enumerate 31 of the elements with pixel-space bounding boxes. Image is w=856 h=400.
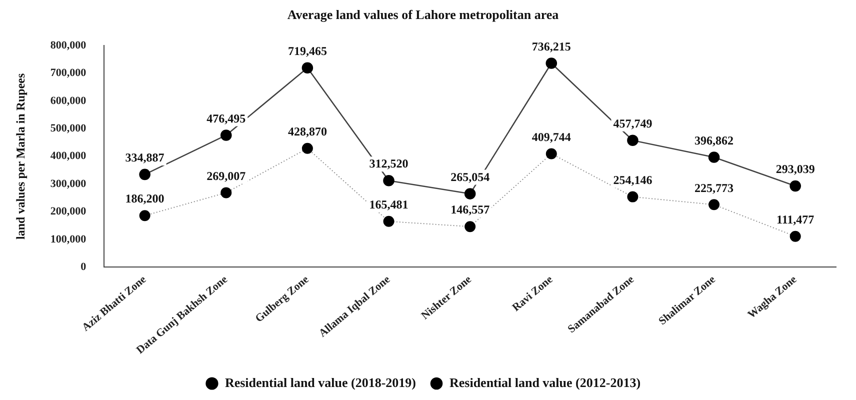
y-tick-label: 200,000 [50,206,87,218]
data-label: 457,749 [613,116,652,131]
data-label: 476,495 [206,111,246,126]
data-label: 409,744 [532,130,571,144]
y-tick-label: 300,000 [50,178,87,190]
y-tick-label: 800,000 [50,39,87,52]
y-axis-title: land values per Marla in Rupees [13,73,28,240]
legend-label: Residential land value (2018-2019) [224,374,416,390]
y-tick-label: 400,000 [50,150,87,162]
data-label: 165,481 [369,197,408,212]
y-tick-label: 0 [80,261,87,274]
legend-label: Residential land value (2012-2013) [450,374,641,390]
data-label: 428,870 [288,124,327,139]
data-label: 736,215 [532,39,571,54]
data-label: 269,007 [206,168,246,183]
data-label: 225,773 [694,180,734,195]
data-label: 146,557 [450,202,490,217]
y-tick-label: 600,000 [50,94,87,107]
chart-title: Average land values of Lahore metropolitan area [287,7,560,22]
data-label: 265,054 [450,170,490,184]
y-tick-label: 500,000 [50,122,87,135]
data-label: 334,887 [125,150,164,165]
data-label: 186,200 [125,192,164,206]
data-label: 111,477 [776,212,814,226]
y-tick-label: 100,000 [50,233,87,246]
data-label: 719,465 [288,44,327,58]
data-label: 254,146 [613,172,652,187]
data-label: 396,862 [694,133,734,148]
data-label: 312,520 [369,156,408,171]
data-label: 293,039 [776,162,815,176]
y-tick-label: 700,000 [50,67,87,80]
